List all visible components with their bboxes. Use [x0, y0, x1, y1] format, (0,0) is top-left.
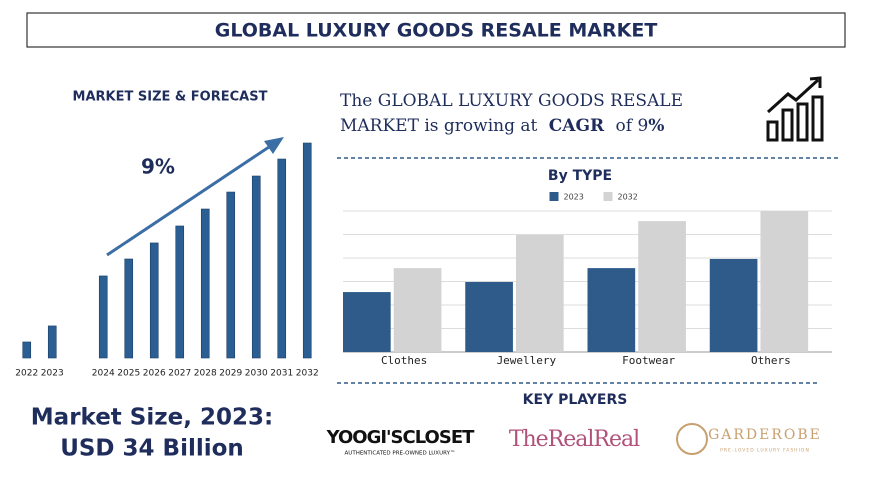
legend-swatch	[603, 192, 613, 201]
icon-arrow	[766, 78, 820, 114]
chart-icon	[766, 76, 824, 142]
x-tick-label: 2024	[92, 369, 115, 379]
bar	[343, 292, 391, 352]
x-tick-label: Footwear	[622, 354, 675, 367]
bar	[251, 175, 261, 359]
arrow-head	[264, 137, 284, 154]
x-tick-label: 2023	[41, 369, 64, 379]
summary-emphasis: CAGR	[549, 116, 605, 136]
x-tick-label: Others	[751, 354, 791, 367]
icon-bar	[766, 120, 779, 142]
logo-name: TheRealReal	[509, 427, 640, 452]
bar	[149, 242, 159, 359]
bar	[98, 275, 108, 359]
summary-text: of 9	[616, 116, 649, 136]
bar	[175, 225, 185, 359]
bar	[200, 208, 210, 359]
x-tick-label: 2032	[296, 369, 319, 379]
growth-arrow	[106, 143, 273, 257]
x-tick-label: Jewellery	[497, 354, 557, 367]
market-size-label: Market Size, 2023:	[31, 405, 273, 431]
bar	[277, 158, 287, 359]
bar	[124, 258, 134, 359]
logo-name: GARDEROBE	[708, 427, 822, 443]
x-tick-label: 2025	[117, 369, 140, 379]
bar	[393, 268, 442, 352]
bar	[760, 211, 809, 352]
bar	[226, 191, 236, 359]
title-box	[26, 12, 846, 48]
summary-text: MARKET is growing at	[340, 116, 538, 136]
bar	[22, 341, 32, 359]
annotation: 9%	[141, 155, 175, 179]
icon-bar	[796, 102, 809, 142]
x-tick-label: 2027	[168, 369, 191, 379]
section-title: KEY PLAYERS	[523, 392, 628, 408]
x-tick-label: 2026	[143, 369, 166, 379]
bar	[587, 268, 636, 352]
legend-swatch	[549, 192, 559, 201]
logo-tagline: PRE-LOVED LUXURY FASHION	[720, 448, 810, 454]
logo-name: YOOGI'SCLOSET	[326, 427, 476, 448]
x-tick-label: 2022	[15, 369, 38, 379]
bar	[638, 221, 686, 352]
bar	[302, 142, 312, 359]
x-tick-label: 2030	[245, 369, 268, 379]
bar	[465, 281, 513, 352]
icon-bar	[811, 95, 824, 142]
logo-emblem	[676, 423, 708, 455]
summary-text: The GLOBAL LUXURY GOODS RESALE	[340, 91, 683, 111]
icon-arrow-head	[809, 76, 822, 88]
x-tick-label: Clothes	[381, 354, 427, 367]
x-tick-label: 2029	[219, 369, 242, 379]
summary-emphasis: %	[648, 116, 664, 136]
icon-bar	[781, 108, 794, 142]
summary: The GLOBAL LUXURY GOODS RESALE MARKET is…	[340, 91, 688, 136]
bar	[515, 234, 564, 352]
legend-label: 2032	[618, 193, 638, 202]
page-title: GLOBAL LUXURY GOODS RESALE MARKET	[215, 20, 658, 42]
bar	[709, 258, 758, 352]
chart-title: MARKET SIZE & FORECAST	[73, 90, 268, 105]
x-tick-label: 2031	[270, 369, 293, 379]
legend-label: 2023	[564, 193, 584, 202]
x-tick-label: 2028	[194, 369, 217, 379]
market-size-value: USD 34 Billion	[60, 436, 244, 462]
logo-tagline: AUTHENTICATED PRE-OWNED LUXURY™	[345, 450, 456, 457]
chart-title: By TYPE	[548, 168, 612, 184]
bar	[47, 325, 57, 359]
